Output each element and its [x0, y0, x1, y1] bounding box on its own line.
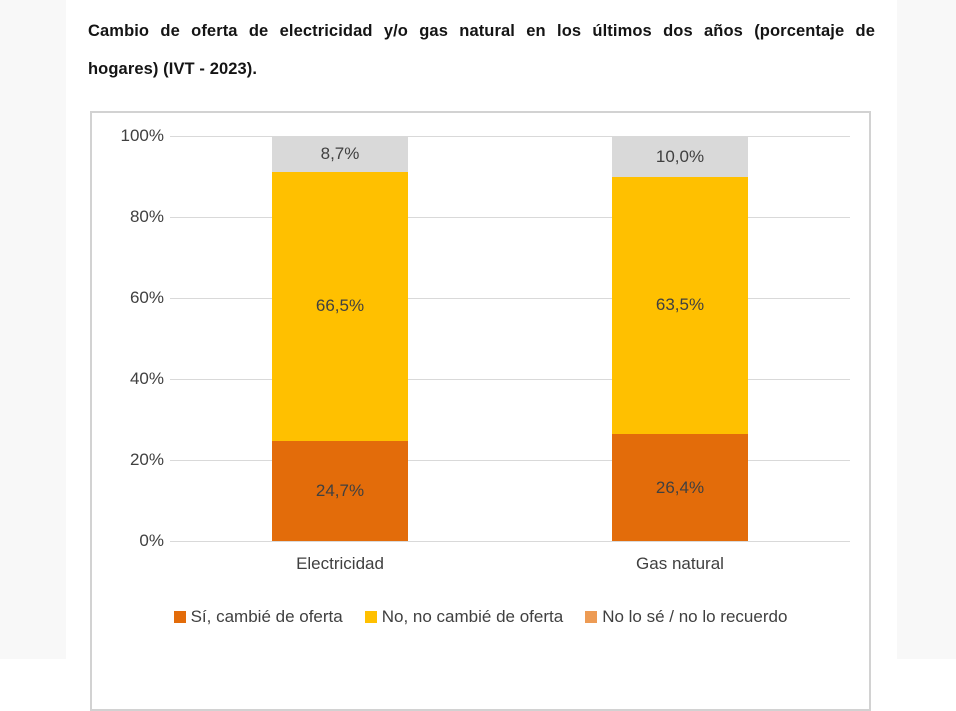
legend-item: No lo sé / no lo recuerdo [585, 607, 787, 627]
x-axis-label: Gas natural [636, 554, 724, 573]
right-margin [897, 0, 956, 659]
legend-item: No, no cambié de oferta [364, 607, 564, 627]
data-label: 26,4% [655, 477, 705, 497]
bar-segment-gas-natural-s1 [612, 176, 748, 435]
gridline [170, 378, 850, 380]
gridline [170, 135, 850, 137]
bar-segment-gas-natural-s0 [612, 434, 748, 541]
legend-swatch-icon [173, 611, 186, 623]
chart-title-line-2: hogares) (IVT - 2023). [88, 60, 258, 78]
y-axis-tick-label: 80% [129, 207, 164, 226]
data-label: 10,0% [655, 146, 705, 166]
bar-segment-electricidad-s1 [272, 171, 408, 441]
left-margin [0, 0, 66, 659]
y-axis-tick-label: 40% [129, 369, 164, 388]
gridline [170, 297, 850, 299]
data-label: 63,5% [655, 295, 705, 315]
gridline [170, 459, 850, 461]
y-axis-tick-label: 0% [139, 531, 164, 550]
legend-label: No, no cambié de oferta [381, 607, 564, 626]
gridline [170, 216, 850, 218]
legend-swatch-icon [364, 611, 377, 623]
legend-label: Sí, cambié de oferta [190, 607, 343, 626]
bar-segment-electricidad-s0 [272, 440, 408, 541]
gridline [170, 540, 850, 542]
chart-title-line-1: Cambio de oferta de electricidad y/o gas… [88, 22, 875, 40]
legend-swatch-icon [585, 611, 598, 623]
y-axis-tick-label: 60% [129, 288, 164, 307]
legend-label: No lo sé / no lo recuerdo [602, 607, 788, 626]
chart-title: Cambio de oferta de electricidad y/o gas… [88, 12, 875, 88]
y-axis-tick-label: 100% [120, 126, 164, 145]
bar-segment-gas-natural-s2 [612, 136, 748, 177]
x-axis-label: Electricidad [296, 554, 384, 573]
data-label: 8,7% [320, 144, 360, 164]
chart-area: 100% 80% 60% 40% 20% 0% 24,7% 66,5% 8,7% Electric… [90, 111, 871, 711]
legend-item: Sí, cambié de oferta [173, 607, 343, 627]
data-label: 24,7% [315, 480, 365, 500]
data-label: 66,5% [315, 296, 365, 316]
bar-segment-electricidad-s2 [272, 136, 408, 172]
y-axis-tick-label: 20% [129, 450, 164, 469]
legend: Sí, cambié de oferta No, no cambié de ofe… [92, 607, 869, 627]
